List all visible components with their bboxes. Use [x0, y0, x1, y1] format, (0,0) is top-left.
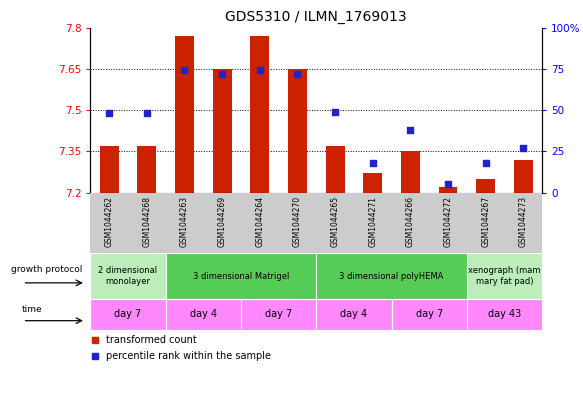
- Bar: [175, 36, 194, 193]
- Text: time: time: [22, 305, 42, 314]
- Bar: [467, 253, 542, 299]
- Text: percentile rank within the sample: percentile rank within the sample: [106, 351, 271, 361]
- Text: GSM1044264: GSM1044264: [255, 196, 264, 247]
- Text: GSM1044269: GSM1044269: [217, 196, 227, 247]
- Point: [255, 67, 265, 73]
- Bar: [363, 173, 382, 193]
- Bar: [213, 69, 231, 193]
- Point: [331, 108, 340, 115]
- Text: GSM1044263: GSM1044263: [180, 196, 189, 247]
- Bar: [326, 146, 345, 193]
- Bar: [317, 253, 467, 299]
- Bar: [90, 299, 166, 330]
- Point: [90, 353, 100, 359]
- Bar: [317, 299, 392, 330]
- Point: [104, 110, 114, 116]
- Text: day 7: day 7: [114, 309, 142, 320]
- Text: GSM1044262: GSM1044262: [105, 196, 114, 247]
- Point: [481, 160, 490, 166]
- Point: [180, 67, 189, 73]
- Text: GSM1044273: GSM1044273: [519, 196, 528, 247]
- Point: [368, 160, 377, 166]
- Text: GSM1044270: GSM1044270: [293, 196, 302, 247]
- Bar: [250, 36, 269, 193]
- Point: [406, 127, 415, 133]
- Text: GSM1044272: GSM1044272: [444, 196, 452, 247]
- Point: [142, 110, 152, 116]
- Point: [519, 145, 528, 151]
- Text: GSM1044265: GSM1044265: [331, 196, 340, 247]
- Text: GSM1044267: GSM1044267: [481, 196, 490, 247]
- Point: [444, 181, 453, 187]
- Bar: [288, 69, 307, 193]
- Text: day 4: day 4: [189, 309, 217, 320]
- Point: [90, 337, 100, 343]
- Text: day 4: day 4: [340, 309, 367, 320]
- Text: 3 dimensional Matrigel: 3 dimensional Matrigel: [193, 272, 289, 281]
- Title: GDS5310 / ILMN_1769013: GDS5310 / ILMN_1769013: [226, 10, 407, 24]
- Bar: [166, 253, 317, 299]
- Bar: [514, 160, 533, 193]
- Bar: [401, 151, 420, 193]
- Text: 2 dimensional
monolayer: 2 dimensional monolayer: [99, 266, 157, 286]
- Text: GSM1044271: GSM1044271: [368, 196, 377, 247]
- Bar: [166, 299, 241, 330]
- Text: GSM1044266: GSM1044266: [406, 196, 415, 247]
- Bar: [138, 146, 156, 193]
- Text: growth protocol: growth protocol: [11, 265, 83, 274]
- Bar: [392, 299, 467, 330]
- Bar: [467, 299, 542, 330]
- Bar: [438, 187, 458, 193]
- Bar: [90, 253, 166, 299]
- Text: day 7: day 7: [416, 309, 443, 320]
- Text: day 7: day 7: [265, 309, 292, 320]
- Point: [217, 71, 227, 77]
- Point: [293, 71, 302, 77]
- Bar: [100, 146, 118, 193]
- Bar: [476, 179, 495, 193]
- Text: day 43: day 43: [488, 309, 521, 320]
- Text: xenograph (mam
mary fat pad): xenograph (mam mary fat pad): [468, 266, 541, 286]
- Text: transformed count: transformed count: [106, 335, 197, 345]
- Text: 3 dimensional polyHEMA: 3 dimensional polyHEMA: [339, 272, 444, 281]
- Text: GSM1044268: GSM1044268: [142, 196, 152, 247]
- Bar: [241, 299, 317, 330]
